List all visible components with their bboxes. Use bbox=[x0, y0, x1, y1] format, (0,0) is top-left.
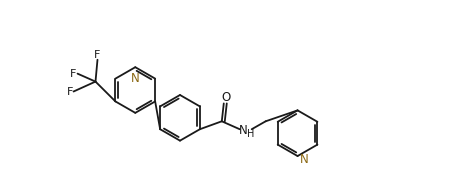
Text: N: N bbox=[300, 153, 308, 165]
Text: F: F bbox=[66, 87, 73, 96]
Text: H: H bbox=[246, 129, 254, 139]
Text: F: F bbox=[70, 69, 76, 79]
Text: F: F bbox=[94, 50, 100, 60]
Text: N: N bbox=[239, 124, 248, 137]
Text: N: N bbox=[131, 72, 139, 85]
Text: O: O bbox=[221, 91, 230, 104]
